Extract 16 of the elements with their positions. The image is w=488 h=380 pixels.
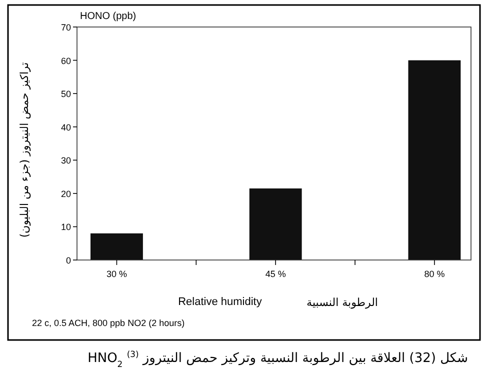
text: تراكيز حمض النيتروز (جزء من البليون)	[18, 62, 31, 238]
y-tick-label: 70	[60, 22, 71, 32]
x-tick-label: 80 %	[424, 269, 445, 279]
y-tick-label: 10	[60, 222, 71, 232]
y-tick-label: 20	[60, 188, 71, 199]
x-tick-label: 30 %	[106, 269, 127, 279]
x-tick-label: 45 %	[265, 269, 286, 279]
y-tick-label: 60	[60, 56, 71, 66]
y-axis-title: HONO (ppb)	[80, 11, 136, 22]
text: 22 c, 0.5 ACH, 800 ppb NO2 (2 hours)	[32, 318, 185, 328]
y-tick-label: 50	[60, 89, 71, 100]
x-axis-title: Relative humidity	[178, 296, 262, 308]
y-tick-label: 30	[60, 156, 71, 166]
y-tick-label: 0	[66, 256, 71, 266]
y-tick-label: 40	[60, 122, 71, 132]
text: الرطوبة النسبية	[306, 296, 378, 309]
